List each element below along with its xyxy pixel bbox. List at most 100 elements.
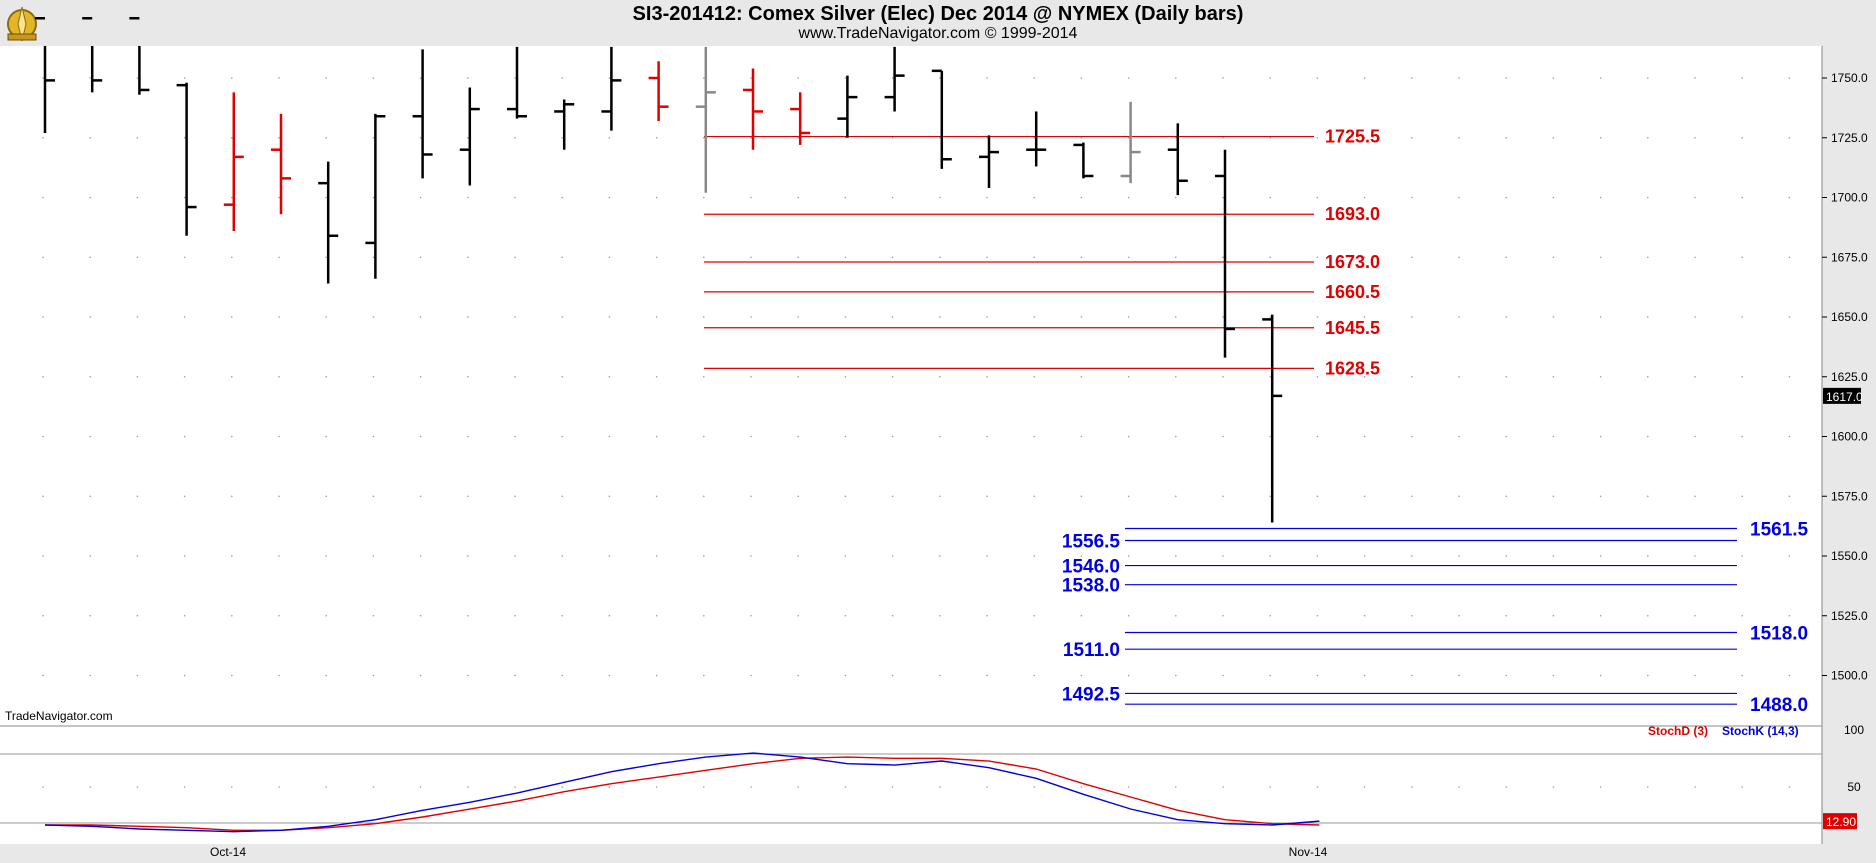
grid-dot (1033, 316, 1035, 318)
grid-dot (1505, 256, 1507, 259)
grid-dot (703, 614, 705, 617)
grid-dot (655, 435, 658, 438)
grid-dot (1505, 495, 1507, 498)
grid-dot (1741, 316, 1743, 318)
grid-dot (1222, 786, 1224, 788)
grid-dot (467, 674, 469, 677)
plot-area (0, 46, 1822, 844)
grid-dot (1175, 435, 1177, 438)
grid-dot (1694, 435, 1696, 438)
grid-dot (1411, 435, 1413, 438)
grid-dot (655, 316, 658, 318)
grid-dot (1505, 786, 1507, 788)
grid-dot (278, 555, 280, 557)
grid-dot (1599, 316, 1602, 318)
grid-dot (278, 614, 280, 617)
grid-dot (1458, 555, 1460, 557)
stochastic-panel: StochD (3) StochK (14,3) (44, 724, 1799, 833)
grid-dot (89, 614, 91, 617)
grid-dot (1694, 786, 1696, 788)
grid-dot (325, 316, 328, 318)
red-level-label: 1693.0 (1325, 204, 1380, 224)
grid-dot (136, 196, 139, 199)
grid-dot (1788, 196, 1791, 199)
grid-dot (1647, 256, 1649, 259)
axis-background (1822, 46, 1876, 863)
grid-dot (1599, 674, 1602, 677)
x-tick-label: Nov-14 (1289, 845, 1328, 859)
grid-dot (1647, 375, 1649, 378)
grid-dot (750, 77, 752, 79)
grid-dot (1269, 674, 1271, 677)
blue-level-label: 1556.5 (1062, 531, 1121, 552)
grid-dot (1694, 136, 1696, 139)
grid-dot (278, 435, 280, 438)
grid-dot (939, 674, 941, 677)
grid-dot (655, 136, 658, 139)
grid-dot (1458, 136, 1460, 139)
grid-dot (1269, 196, 1271, 199)
grid-dot (703, 674, 705, 677)
grid-dot (1127, 77, 1130, 79)
grid-dot (136, 256, 139, 259)
grid-dot (1127, 136, 1130, 139)
grid-dot (939, 256, 941, 259)
grid-dot (514, 256, 516, 259)
grid-dot (89, 375, 91, 378)
grid-dot (1599, 555, 1602, 557)
grid-dot (372, 256, 375, 259)
y-tick-label: 1725.0 (1831, 131, 1868, 145)
grid-dot (1269, 375, 1271, 378)
blue-level-label: 1538.0 (1062, 576, 1120, 597)
grid-dot (986, 674, 988, 677)
grid-dot (89, 77, 91, 79)
grid-dot (1127, 196, 1130, 199)
grid-dot (467, 786, 469, 788)
grid-dot (750, 256, 752, 259)
grid-dot (561, 495, 563, 498)
blue-level-label: 1488.0 (1750, 695, 1808, 716)
chart-subtitle: www.TradeNavigator.com © 1999-2014 (798, 25, 1078, 42)
grid-dot (231, 786, 233, 788)
grid-dot (183, 196, 186, 199)
grid-dot (1552, 77, 1555, 79)
grid-dot (1552, 196, 1555, 199)
grid-dot (1458, 495, 1460, 498)
grid-dot (372, 555, 375, 557)
grid-dot (231, 674, 233, 677)
grid-dot (655, 196, 658, 199)
grid-dot (1741, 375, 1743, 378)
grid-dot (1080, 196, 1083, 199)
grid-dot (1411, 77, 1413, 79)
grid-dot (1411, 786, 1413, 788)
grid-dot (1175, 786, 1177, 788)
grid-dot (797, 316, 799, 318)
grid-dot (891, 674, 894, 677)
grid-dot (1788, 256, 1791, 259)
grid-dot (467, 77, 469, 79)
grid-dot (42, 435, 44, 438)
grid-dot (1033, 674, 1035, 677)
grid-dot (231, 495, 233, 498)
grid-dot (42, 136, 44, 139)
grid-dot (703, 136, 705, 139)
grid-dot (514, 77, 516, 79)
grid-dot (655, 674, 658, 677)
grid-dot (797, 136, 799, 139)
grid-dot (183, 495, 186, 498)
grid-dot (986, 786, 988, 788)
grid-dot (1647, 136, 1649, 139)
grid-dot (1458, 316, 1460, 318)
grid-dot (136, 614, 139, 617)
grid-dot (750, 495, 752, 498)
grid-dot (844, 256, 847, 259)
grid-dots (42, 77, 1791, 788)
grid-dot (1269, 256, 1271, 259)
grid-dot (1033, 375, 1035, 378)
grid-dot (325, 435, 328, 438)
red-level-label: 1673.0 (1325, 252, 1380, 272)
grid-dot (1175, 256, 1177, 259)
grid-dot (1647, 435, 1649, 438)
grid-dot (419, 555, 422, 557)
